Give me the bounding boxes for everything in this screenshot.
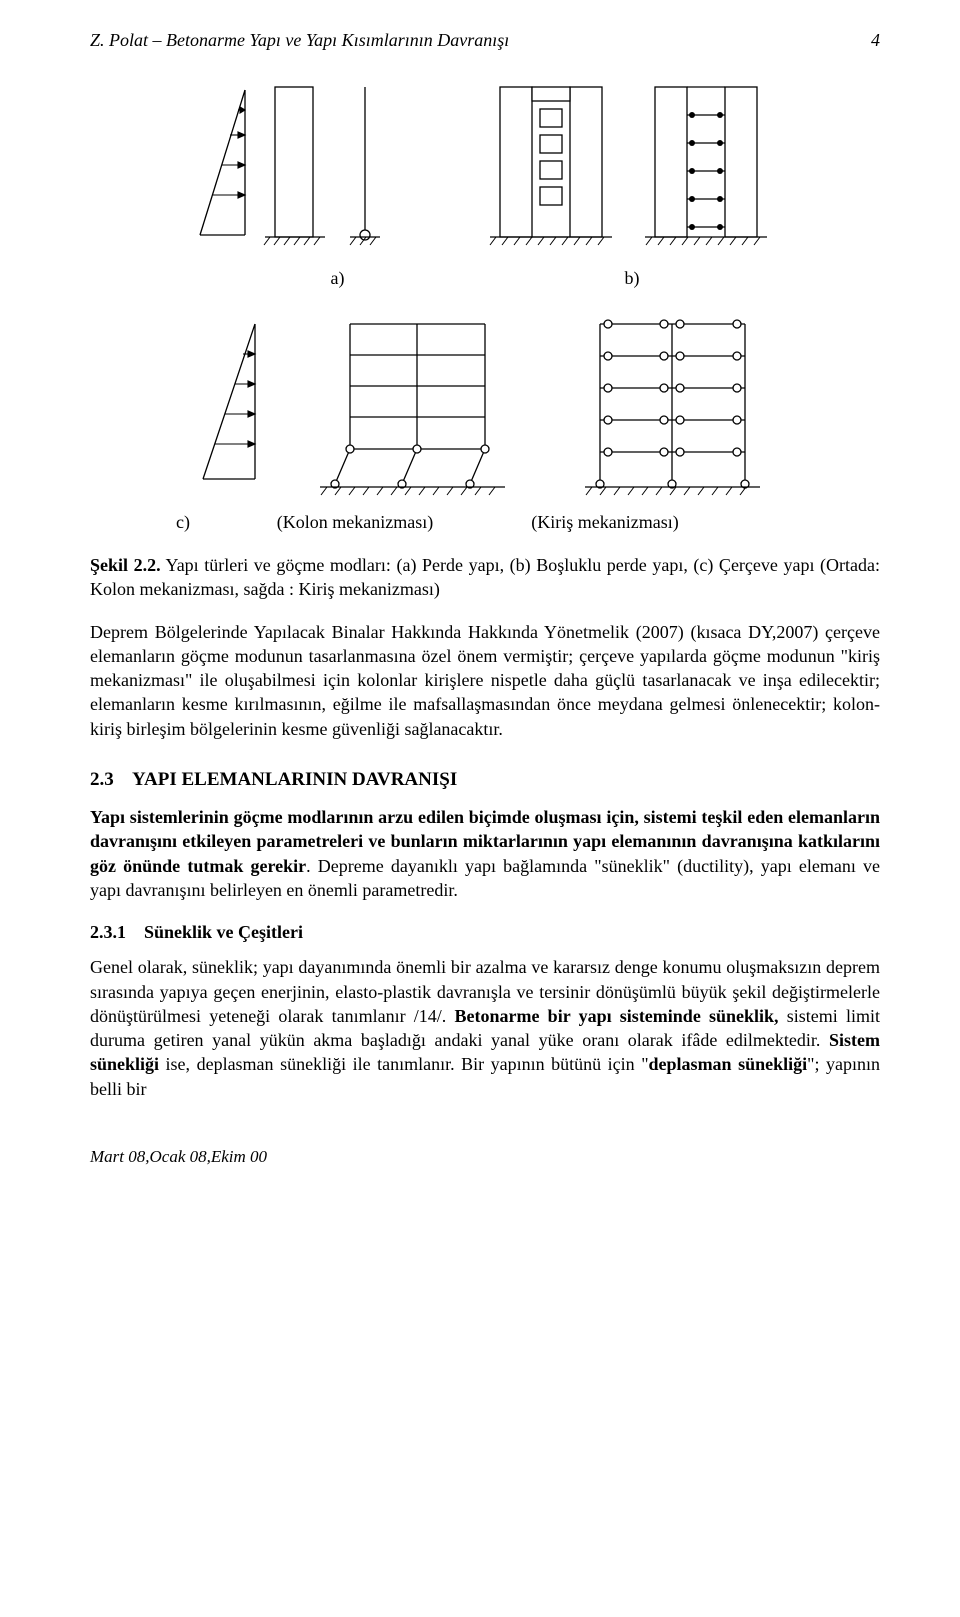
paragraph-3: Genel olarak, süneklik; yapı dayanımında…	[90, 955, 880, 1101]
figure-c-kiris	[560, 309, 785, 504]
figure-c-load	[185, 309, 275, 504]
label-kiris-mech: (Kiriş mekanizması)	[480, 512, 730, 533]
subsection-number: 2.3.1	[90, 922, 126, 942]
figure-top-row	[90, 75, 880, 260]
figure-b	[480, 75, 790, 260]
p3-bold1: Betonarme bir yapı sisteminde süneklik,	[455, 1006, 779, 1026]
running-header: Z. Polat – Betonarme Yapı ve Yapı Kısıml…	[90, 30, 880, 51]
figure-bottom-row	[90, 309, 880, 504]
figure-top-labels: a) b)	[90, 268, 880, 289]
label-kolon-mech: (Kolon mekanizması)	[230, 512, 480, 533]
p3-bold3: deplasman sünekliği	[649, 1054, 808, 1074]
figure-bottom-block: c) (Kolon mekanizması) (Kiriş mekanizmas…	[90, 309, 880, 533]
running-title: Z. Polat – Betonarme Yapı ve Yapı Kısıml…	[90, 30, 509, 51]
figure-caption: Şekil 2.2. Yapı türleri ve göçme modları…	[90, 553, 880, 602]
figure-a	[180, 75, 410, 260]
footer-date: Mart 08,Ocak 08,Ekim 00	[90, 1147, 880, 1167]
caption-text: Yapı türleri ve göçme modları: (a) Perde…	[90, 555, 880, 599]
figure-label-a: a)	[331, 268, 345, 289]
figure-label-b: b)	[624, 268, 639, 289]
figure-c-kolon	[305, 309, 530, 504]
figure-label-c: c)	[90, 512, 230, 533]
p3-c: ise, deplasman sünekliği ile tanımlanır.…	[159, 1054, 649, 1074]
subsection-title: Süneklik ve Çeşitleri	[144, 922, 303, 942]
page-number: 4	[871, 30, 880, 51]
paragraph-2: Yapı sistemlerinin göçme modlarının arzu…	[90, 805, 880, 902]
paragraph-1: Deprem Bölgelerinde Yapılacak Binalar Ha…	[90, 620, 880, 741]
subsection-heading: 2.3.1 Süneklik ve Çeşitleri	[90, 922, 880, 943]
section-heading: 2.3 YAPI ELEMANLARININ DAVRANIŞI	[90, 769, 880, 791]
figure-top-block: a) b)	[90, 75, 880, 289]
figure-bottom-labels: c) (Kolon mekanizması) (Kiriş mekanizmas…	[90, 512, 880, 533]
section-number: 2.3	[90, 769, 114, 790]
caption-number: Şekil 2.2.	[90, 555, 161, 575]
section-title: YAPI ELEMANLARININ DAVRANIŞI	[132, 769, 457, 790]
